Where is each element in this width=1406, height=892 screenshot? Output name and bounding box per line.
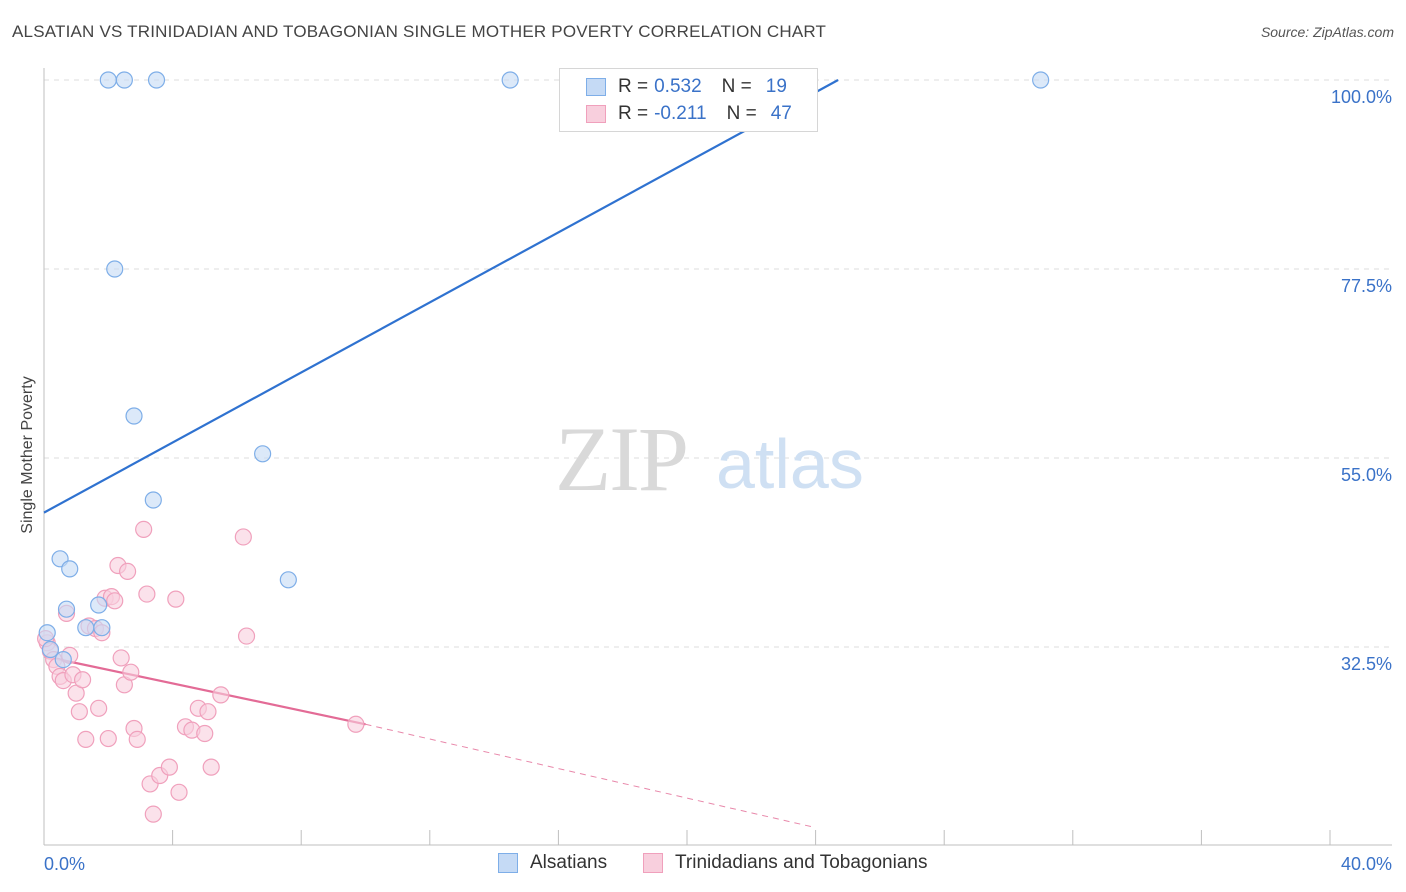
legend-n-value: 19 bbox=[765, 76, 787, 97]
point-alsatians bbox=[99, 71, 117, 89]
trend-line-alsatians bbox=[43, 79, 839, 514]
data-points bbox=[37, 71, 1050, 823]
point-trinidadians bbox=[118, 562, 137, 581]
y-tick-label: 77.5% bbox=[1341, 276, 1392, 296]
point-alsatians bbox=[93, 619, 111, 637]
point-trinidadians bbox=[77, 730, 95, 749]
point-trinidadians bbox=[196, 724, 214, 743]
y-tick-label: 32.5% bbox=[1341, 654, 1392, 674]
correlation-legend: R = 0.532 N = 19 R = -0.211 N = 47 bbox=[559, 68, 818, 132]
point-trinidadians bbox=[202, 758, 220, 776]
point-trinidadians bbox=[90, 699, 108, 717]
point-alsatians bbox=[125, 407, 143, 425]
point-trinidadians bbox=[347, 715, 365, 733]
legend-item-alsatians[interactable]: Alsatians bbox=[498, 852, 607, 874]
legend-n-label: N = bbox=[721, 76, 752, 97]
point-alsatians bbox=[279, 571, 297, 589]
watermark-zip: ZIP bbox=[555, 408, 687, 510]
point-trinidadians bbox=[144, 805, 162, 823]
legend-swatch-blue bbox=[586, 78, 606, 96]
tick-labels: 100.0% 77.5% 55.0% 32.5% 0.0% 40.0% bbox=[44, 87, 1392, 874]
x-tick-label: 0.0% bbox=[44, 854, 85, 874]
point-alsatians bbox=[106, 260, 124, 278]
point-alsatians bbox=[144, 491, 162, 509]
point-alsatians bbox=[61, 560, 79, 578]
trend-line-trinidadians-extension bbox=[365, 723, 816, 829]
legend-swatch-pink bbox=[586, 105, 606, 123]
chart-source: Source: ZipAtlas.com bbox=[1260, 24, 1394, 40]
legend-n-value: 47 bbox=[770, 103, 792, 124]
watermark: ZIP atlas bbox=[555, 408, 864, 510]
legend-r-label: R = bbox=[618, 103, 649, 124]
point-trinidadians bbox=[237, 627, 256, 645]
legend-r-value: 0.532 bbox=[654, 76, 702, 97]
y-tick-label: 55.0% bbox=[1341, 465, 1392, 485]
point-alsatians bbox=[77, 619, 95, 637]
legend-r-label: R = bbox=[618, 76, 649, 97]
legend-r-value: -0.211 bbox=[654, 103, 707, 124]
x-tick-label: 40.0% bbox=[1341, 854, 1392, 874]
point-trinidadians bbox=[122, 663, 140, 681]
point-trinidadians bbox=[99, 729, 117, 748]
watermark-atlas: atlas bbox=[716, 425, 864, 503]
point-alsatians bbox=[41, 640, 60, 659]
point-trinidadians bbox=[234, 528, 252, 546]
point-trinidadians bbox=[160, 758, 178, 776]
point-trinidadians bbox=[128, 730, 146, 749]
trend-lines bbox=[43, 79, 839, 829]
point-trinidadians bbox=[212, 686, 230, 704]
point-alsatians bbox=[115, 71, 133, 89]
chart-title: ALSATIAN VS TRINIDADIAN AND TOBAGONIAN S… bbox=[12, 22, 827, 41]
point-alsatians bbox=[54, 650, 72, 669]
legend-row-trinidadians: R = -0.211 N = 47 bbox=[586, 102, 792, 126]
point-trinidadians bbox=[70, 703, 88, 721]
legend-item-trinidadians[interactable]: Trinidadians and Tobagonians bbox=[643, 852, 927, 874]
point-alsatians bbox=[501, 71, 519, 89]
point-alsatians bbox=[1032, 71, 1050, 89]
legend-row-alsatians: R = 0.532 N = 19 bbox=[586, 75, 787, 99]
trend-line-trinidadians bbox=[43, 655, 366, 726]
legend-label-alsatians: Alsatians bbox=[530, 852, 608, 873]
point-alsatians bbox=[57, 600, 76, 618]
point-trinidadians bbox=[170, 783, 188, 801]
point-trinidadians bbox=[135, 520, 153, 539]
point-trinidadians bbox=[199, 703, 217, 721]
point-trinidadians bbox=[138, 585, 156, 603]
gridlines bbox=[44, 79, 1392, 648]
point-alsatians bbox=[90, 596, 108, 614]
point-alsatians bbox=[147, 71, 166, 89]
series-legend: Alsatians Trinidadians and Tobagonians bbox=[0, 852, 1406, 876]
y-tick-label: 100.0% bbox=[1331, 87, 1392, 107]
point-trinidadians bbox=[73, 671, 92, 689]
point-alsatians bbox=[254, 445, 272, 463]
legend-swatch-pink bbox=[643, 853, 663, 873]
point-alsatians bbox=[38, 624, 56, 642]
legend-swatch-blue bbox=[498, 853, 518, 873]
legend-label-trinidadians: Trinidadians and Tobagonians bbox=[675, 852, 928, 873]
axes bbox=[43, 68, 1392, 846]
point-trinidadians bbox=[112, 649, 130, 667]
legend-n-label: N = bbox=[726, 103, 757, 124]
point-trinidadians bbox=[106, 592, 124, 610]
point-trinidadians bbox=[167, 590, 185, 608]
